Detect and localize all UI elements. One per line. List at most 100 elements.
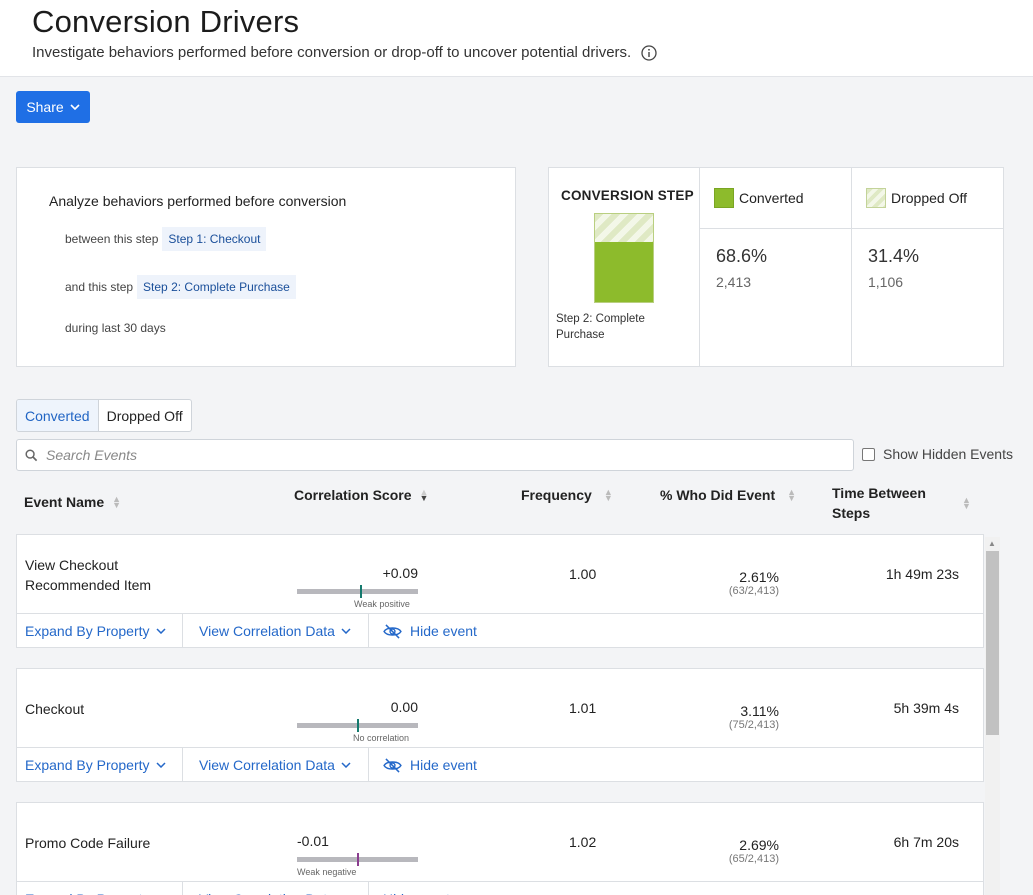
tab-converted[interactable]: Converted [17, 400, 99, 431]
from-step-row: between this step Step 1: Checkout [65, 227, 267, 251]
share-button-label: Share [26, 99, 64, 115]
correlation-track [297, 589, 418, 594]
hide-label: Hide event [410, 757, 477, 773]
share-button[interactable]: Share [16, 91, 90, 123]
dropped-pct: 31.4% [868, 246, 920, 266]
column-who-did-event[interactable]: % Who Did Event ▲ ▼ [660, 487, 796, 503]
correlation-caption: Weak negative [297, 867, 357, 877]
search-icon [25, 448, 38, 461]
conversion-card: CONVERSION STEP Step 2: Complete Purchas… [548, 167, 1004, 367]
sort-icon: ▲ ▼ [962, 495, 971, 511]
tab-dropped-off[interactable]: Dropped Off [106, 407, 183, 424]
segment-toggle: Converted Dropped Off [16, 399, 192, 432]
view-correlation-data-button[interactable]: View Correlation Data [183, 748, 369, 782]
event-time: 5h 39m 4s [893, 700, 959, 716]
chevron-down-icon [155, 762, 166, 768]
event-actions: Expand By Property View Correlation Data… [17, 613, 983, 648]
conversion-step-name: Step 2: Complete Purchase [556, 313, 645, 341]
correlation-caption: No correlation [353, 733, 410, 743]
show-hidden-checkbox[interactable] [862, 447, 875, 461]
eye-off-icon [383, 623, 402, 639]
event-pct: 3.11% [740, 703, 779, 719]
converted-label: Converted [739, 190, 804, 206]
expand-label: Expand By Property [25, 757, 150, 773]
event-time: 6h 7m 20s [893, 834, 959, 850]
correlation-score: 0.00 [390, 699, 418, 715]
expand-by-property-button[interactable]: Expand By Property [17, 748, 183, 782]
hide-event-button[interactable]: Hide event [369, 614, 485, 648]
converted-stat: Converted 68.6% 2,413 [700, 168, 852, 366]
period-label: during last 30 days [65, 321, 166, 335]
event-name: Promo Code Failure [25, 835, 151, 851]
event-row: Checkout 0.00 No correlation 1.01 3.11% … [16, 668, 984, 782]
show-hidden-label: Show Hidden Events [883, 446, 1013, 462]
subtitle-text: Investigate behaviors performed before c… [32, 44, 632, 61]
column-event-name-label: Event Name [24, 494, 105, 510]
event-fraction: (75/2,413) [728, 719, 779, 731]
conversion-bar-converted [595, 241, 653, 302]
scroll-up-icon[interactable]: ▲ [988, 539, 996, 548]
conversion-bar-dropped [595, 214, 653, 242]
analyze-heading: Analyze behaviors performed before conve… [49, 193, 347, 209]
conversion-bar [594, 213, 654, 303]
chevron-down-icon [341, 628, 351, 634]
column-who-label: % Who Did Event [660, 487, 776, 503]
column-time-label: Time Between Steps [832, 485, 926, 521]
show-hidden-events[interactable]: Show Hidden Events [862, 446, 1013, 462]
column-correlation[interactable]: Correlation Score ▲ ▼ [294, 487, 428, 503]
correlation-marker [359, 585, 362, 598]
eye-off-icon [383, 757, 402, 773]
converted-count: 2,413 [716, 274, 752, 290]
sort-icon: ▲ ▼ [112, 494, 122, 510]
hide-event-button[interactable]: Hide event [369, 748, 485, 782]
event-row: View Checkout Recommended Item +0.09 Wea… [16, 534, 984, 648]
to-step-chip[interactable]: Step 2: Complete Purchase [137, 275, 296, 299]
converted-pct: 68.6% [716, 246, 768, 266]
search-input[interactable] [46, 447, 746, 463]
dropped-stat: Dropped Off 31.4% 1,106 [852, 168, 1004, 366]
correlation-score: +0.09 [382, 565, 418, 581]
scrollbar[interactable]: ▲ [985, 537, 1000, 895]
dropped-count: 1,106 [868, 274, 904, 290]
converted-swatch [714, 188, 734, 208]
dropped-legend: Dropped Off [852, 168, 1004, 229]
event-frequency: 1.00 [569, 566, 597, 582]
expand-label: Expand By Property [25, 623, 150, 639]
period-row: during last 30 days [65, 321, 166, 335]
view-correlation-data-button[interactable]: View Correlation Data [183, 882, 369, 895]
column-time-between[interactable]: Time Between Steps ▲ ▼ [832, 483, 982, 523]
scroll-thumb[interactable] [986, 551, 999, 735]
dropped-swatch [866, 188, 886, 208]
view-label: View Correlation Data [199, 891, 335, 895]
page-title: Conversion Drivers [32, 4, 300, 39]
event-fraction: (63/2,413) [728, 585, 779, 597]
expand-by-property-button[interactable]: Expand By Property [17, 882, 183, 895]
hide-event-button[interactable]: Hide event [369, 882, 458, 895]
from-step-chip[interactable]: Step 1: Checkout [162, 227, 267, 251]
column-event-name[interactable]: Event Name ▲ ▼ [24, 494, 121, 510]
and-label: and this step [65, 280, 134, 294]
correlation-marker [356, 853, 359, 866]
page-header: Conversion Drivers Investigate behaviors… [0, 0, 1033, 77]
expand-by-property-button[interactable]: Expand By Property [17, 614, 183, 648]
converted-legend: Converted [700, 168, 851, 229]
between-label: between this step [65, 232, 159, 246]
event-who: 3.11% (75/2,413) [697, 703, 779, 731]
event-pct: 2.69% [739, 837, 779, 853]
dropped-label: Dropped Off [891, 190, 968, 206]
correlation-marker [357, 719, 359, 732]
info-icon[interactable] [641, 44, 657, 61]
sort-icon: ▲ ▼ [603, 487, 613, 503]
column-frequency-label: Frequency [521, 487, 592, 503]
conversion-step-label: CONVERSION STEP [561, 188, 694, 203]
event-pct: 2.61% [739, 569, 779, 585]
column-frequency[interactable]: Frequency ▲ ▼ [521, 487, 613, 503]
event-actions: Expand By Property View Correlation Data… [17, 881, 983, 895]
sort-icon: ▲ ▼ [787, 487, 797, 503]
column-correlation-label: Correlation Score [294, 487, 412, 503]
event-name: View Checkout Recommended Item [25, 557, 152, 593]
correlation-score: -0.01 [297, 833, 329, 849]
view-correlation-data-button[interactable]: View Correlation Data [183, 614, 369, 648]
correlation-caption: Weak positive [354, 599, 410, 609]
event-fraction: (65/2,413) [728, 853, 779, 865]
